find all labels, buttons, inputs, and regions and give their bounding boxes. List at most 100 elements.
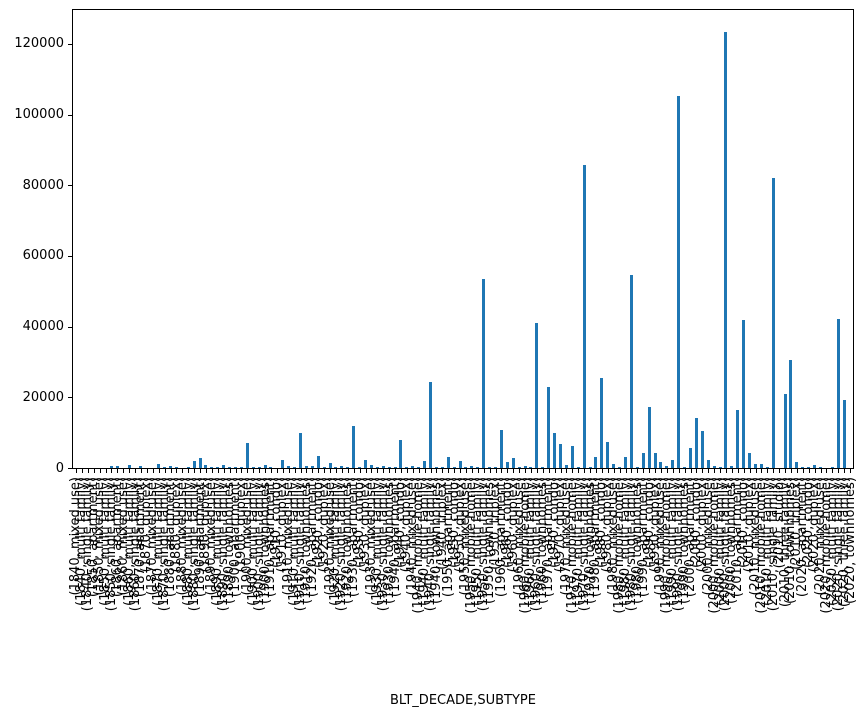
bar — [364, 460, 367, 468]
x-tick-mark — [211, 469, 213, 473]
bar — [411, 466, 415, 468]
x-tick-mark — [300, 469, 302, 473]
bar — [470, 466, 474, 468]
x-tick-mark — [377, 469, 379, 473]
bar — [700, 431, 704, 468]
x-tick-mark — [554, 469, 556, 473]
bar — [759, 464, 763, 468]
bar — [399, 440, 403, 468]
x-tick-mark — [660, 469, 662, 473]
x-tick-mark — [672, 469, 674, 473]
x-tick-mark — [720, 469, 722, 473]
bar — [257, 467, 261, 468]
x-tick-mark — [702, 469, 704, 473]
bar — [109, 466, 113, 468]
bar — [482, 279, 486, 468]
bar — [511, 458, 515, 468]
bar — [570, 446, 574, 468]
bar — [505, 462, 509, 468]
x-tick-mark — [117, 469, 119, 473]
x-tick-mark — [489, 469, 491, 473]
x-tick-mark — [530, 469, 532, 473]
x-tick-mark — [140, 469, 142, 473]
bar — [594, 457, 598, 468]
x-tick-mark — [217, 469, 219, 473]
x-tick-mark — [666, 469, 668, 473]
bar — [304, 466, 308, 468]
bar — [434, 467, 438, 468]
bar — [612, 464, 616, 468]
bar — [334, 467, 338, 468]
bar — [783, 394, 787, 468]
x-tick-mark — [802, 469, 804, 473]
x-tick-mark — [578, 469, 580, 473]
x-tick-mark — [424, 469, 426, 473]
x-tick-mark — [838, 469, 840, 473]
x-tick-mark — [200, 469, 202, 473]
bar — [281, 460, 285, 468]
x-tick-mark — [637, 469, 639, 473]
x-tick-mark — [655, 469, 657, 473]
bar — [245, 443, 249, 468]
bar — [689, 448, 692, 468]
x-tick-mark — [81, 469, 83, 473]
x-tick-mark — [247, 469, 249, 473]
x-tick-mark — [613, 469, 615, 473]
bar — [293, 467, 297, 468]
bar — [517, 467, 521, 468]
bar — [239, 467, 243, 468]
bar — [659, 462, 663, 468]
y-tick-label: 20000 — [22, 390, 64, 405]
bar — [234, 467, 237, 468]
x-tick-mark — [714, 469, 716, 473]
bar — [576, 467, 580, 468]
x-tick-mark — [294, 469, 296, 473]
bar — [387, 467, 391, 468]
x-tick-mark — [205, 469, 207, 473]
x-tick-mark — [306, 469, 308, 473]
x-tick-mark — [808, 469, 810, 473]
x-tick-mark — [590, 469, 592, 473]
x-tick-mark — [844, 469, 846, 473]
bar — [429, 382, 432, 468]
x-tick-mark — [448, 469, 450, 473]
y-tick-mark — [68, 185, 72, 186]
bar — [369, 465, 373, 468]
x-tick-mark — [465, 469, 467, 473]
bar — [417, 467, 421, 468]
x-tick-mark — [265, 469, 267, 473]
x-tick-mark — [643, 469, 645, 473]
bar — [736, 410, 740, 468]
x-tick-mark — [276, 469, 278, 473]
bar — [606, 442, 610, 468]
bar — [748, 453, 752, 468]
x-tick-mark — [75, 469, 77, 473]
x-tick-mark — [584, 469, 586, 473]
x-tick-mark — [631, 469, 633, 473]
x-tick-mark — [335, 469, 337, 473]
bar — [174, 467, 178, 468]
bar — [683, 467, 687, 468]
x-tick-mark — [288, 469, 290, 473]
x-tick-mark — [601, 469, 603, 473]
x-tick-mark — [773, 469, 775, 473]
bar — [694, 418, 698, 468]
bar — [269, 467, 273, 468]
bar — [535, 323, 539, 468]
x-tick-mark — [430, 469, 432, 473]
bar — [157, 464, 161, 468]
bar — [127, 465, 131, 468]
x-tick-mark — [400, 469, 402, 473]
x-tick-mark — [229, 469, 231, 473]
x-tick-mark — [359, 469, 361, 473]
x-tick-mark — [412, 469, 414, 473]
bar — [375, 467, 379, 468]
bar — [340, 466, 344, 468]
bar — [771, 178, 775, 468]
bar — [712, 466, 716, 468]
x-tick-mark — [436, 469, 438, 473]
bar — [624, 457, 627, 468]
bar — [801, 467, 805, 468]
bar — [316, 456, 320, 468]
x-tick-mark — [460, 469, 462, 473]
